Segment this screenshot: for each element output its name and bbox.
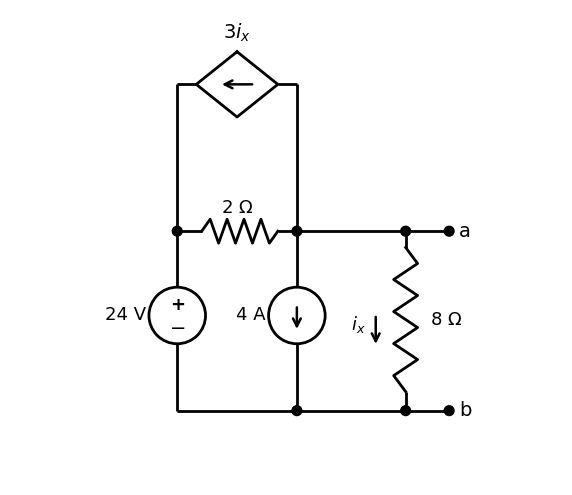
Text: a: a (459, 222, 471, 241)
Text: 24 V: 24 V (105, 306, 146, 325)
Circle shape (292, 226, 302, 236)
Text: b: b (459, 401, 471, 420)
Circle shape (401, 406, 411, 415)
Text: 8 $\Omega$: 8 $\Omega$ (430, 310, 462, 329)
Circle shape (292, 406, 302, 415)
Circle shape (401, 226, 411, 236)
Text: 2 $\Omega$: 2 $\Omega$ (221, 199, 253, 217)
Circle shape (172, 226, 182, 236)
Text: $3i_x$: $3i_x$ (223, 21, 251, 44)
Text: +: + (170, 296, 185, 314)
Circle shape (444, 226, 454, 236)
Circle shape (444, 406, 454, 415)
Text: $-$: $-$ (169, 317, 185, 336)
Text: $i_x$: $i_x$ (351, 314, 366, 336)
Text: 4 A: 4 A (236, 306, 265, 325)
